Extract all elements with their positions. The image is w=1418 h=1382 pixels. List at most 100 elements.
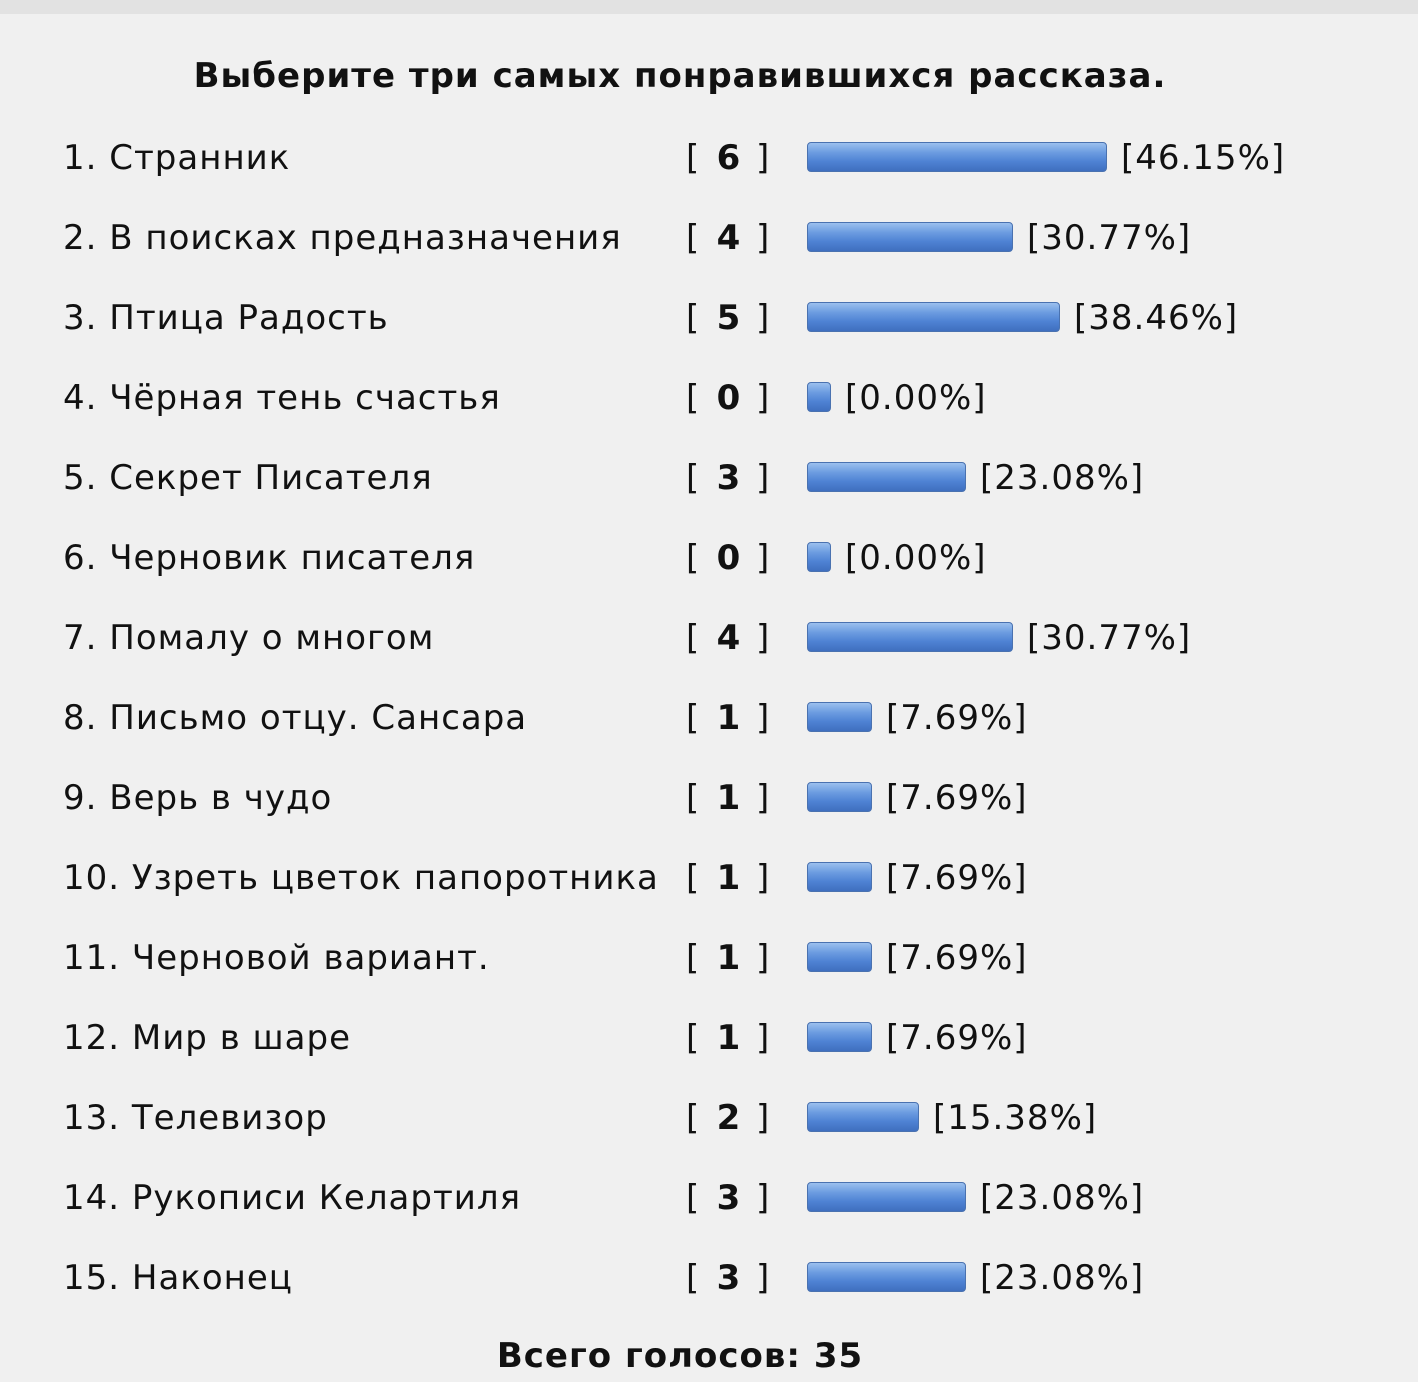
result-bar — [807, 1022, 872, 1052]
result-bar — [807, 542, 831, 572]
bracket: ] — [756, 858, 771, 898]
option-label: 6. Черновик писателя — [63, 538, 476, 578]
bracket: [ — [686, 138, 701, 178]
bracket: ] — [756, 1018, 771, 1058]
percent-label: [7.69%] — [885, 1018, 1028, 1058]
poll-option: 12. Мир в шаре [1] [7.69%] — [0, 1013, 1418, 1063]
vote-count: 1 — [716, 858, 742, 898]
bracket: ] — [756, 218, 771, 258]
poll-option: 10. Узреть цветок папоротника [1] [7.69%] — [0, 853, 1418, 903]
result-bar — [807, 942, 872, 972]
vote-count: 4 — [716, 618, 742, 658]
option-label: 4. Чёрная тень счастья — [63, 378, 501, 418]
vote-count: 3 — [716, 458, 742, 498]
bracket: [ — [686, 378, 701, 418]
option-label: 12. Мир в шаре — [63, 1018, 351, 1058]
bracket: [ — [686, 1018, 701, 1058]
poll-option: 8. Письмо отцу. Сансара [1] [7.69%] — [0, 693, 1418, 743]
poll-option: 14. Рукописи Келартиля [3] [23.08%] — [0, 1173, 1418, 1223]
bracket: ] — [756, 1098, 771, 1138]
poll-option: 1. Странник [6] [46.15%] — [0, 133, 1418, 183]
option-label: 11. Черновой вариант. — [63, 938, 490, 978]
result-bar — [807, 302, 1060, 332]
poll-title: Выберите три самых понравившихся рассказ… — [193, 56, 1167, 96]
bracket: ] — [756, 378, 771, 418]
percent-label: [38.46%] — [1073, 298, 1239, 338]
poll-option: 4. Чёрная тень счастья [0] [0.00%] — [0, 373, 1418, 423]
percent-label: [23.08%] — [980, 1178, 1145, 1218]
bracket: ] — [756, 458, 771, 498]
bracket: [ — [686, 1098, 701, 1138]
bracket: [ — [686, 618, 701, 658]
vote-count: 4 — [716, 218, 742, 258]
percent-label: [7.69%] — [885, 778, 1028, 818]
result-bar — [807, 702, 872, 732]
total-votes: Всего голосов: 35 — [0, 1336, 1360, 1376]
bracket: ] — [756, 138, 771, 178]
top-strip — [0, 0, 1418, 14]
bracket: [ — [686, 698, 701, 738]
option-label: 15. Наконец — [63, 1258, 293, 1298]
percent-label: [23.08%] — [980, 458, 1145, 498]
option-label: 14. Рукописи Келартиля — [63, 1178, 522, 1218]
result-bar — [807, 782, 872, 812]
total-label: Всего голосов: — [496, 1336, 801, 1376]
vote-count: 5 — [716, 298, 742, 338]
bracket: ] — [756, 538, 771, 578]
poll-option: 6. Черновик писателя [0] [0.00%] — [0, 533, 1418, 583]
percent-label: [15.38%] — [932, 1098, 1098, 1138]
option-label: 13. Телевизор — [63, 1098, 328, 1138]
result-bar — [807, 142, 1107, 172]
bracket: [ — [686, 778, 701, 818]
vote-count: 0 — [716, 378, 742, 418]
vote-count: 1 — [716, 938, 742, 978]
bracket: ] — [756, 938, 771, 978]
vote-count: 3 — [716, 1258, 742, 1298]
percent-label: [0.00%] — [845, 378, 987, 418]
option-label: 7. Помалу о многом — [63, 618, 435, 658]
poll-option: 2. В поисках предназначения [4] [30.77%] — [0, 213, 1418, 263]
bracket: [ — [686, 938, 701, 978]
bracket: ] — [756, 778, 771, 818]
result-bar — [807, 1262, 967, 1292]
percent-label: [23.08%] — [980, 1258, 1145, 1298]
option-label: 9. Верь в чудо — [63, 778, 333, 818]
bracket: [ — [686, 1258, 701, 1298]
percent-label: [7.69%] — [885, 698, 1028, 738]
vote-count: 0 — [716, 538, 742, 578]
bracket: ] — [756, 298, 771, 338]
percent-label: [30.77%] — [1027, 618, 1192, 658]
bracket: [ — [686, 218, 701, 258]
option-label: 10. Узреть цветок папоротника — [63, 858, 659, 898]
result-bar — [807, 1102, 919, 1132]
result-bar — [807, 1182, 967, 1212]
result-bar — [807, 862, 872, 892]
bracket: [ — [686, 538, 701, 578]
result-bar — [807, 622, 1013, 652]
poll-option: 11. Черновой вариант. [1] [7.69%] — [0, 933, 1418, 983]
percent-label: [0.00%] — [845, 538, 987, 578]
bracket: ] — [756, 698, 771, 738]
option-label: 5. Секрет Писателя — [63, 458, 433, 498]
poll-option: 3. Птица Радость [5] [38.46%] — [0, 293, 1418, 343]
bracket: [ — [686, 858, 701, 898]
result-bar — [807, 382, 831, 412]
percent-label: [7.69%] — [885, 858, 1028, 898]
vote-count: 6 — [716, 138, 742, 178]
percent-label: [30.77%] — [1027, 218, 1192, 258]
bracket: ] — [756, 1178, 771, 1218]
option-label: 3. Птица Радость — [63, 298, 389, 338]
poll-option: 13. Телевизор [2] [15.38%] — [0, 1093, 1418, 1143]
option-label: 1. Странник — [63, 138, 291, 178]
vote-count: 2 — [716, 1098, 742, 1138]
percent-label: [46.15%] — [1120, 138, 1286, 178]
poll-option: 15. Наконец [3] [23.08%] — [0, 1253, 1418, 1303]
poll-option: 7. Помалу о многом [4] [30.77%] — [0, 613, 1418, 663]
vote-count: 1 — [716, 1018, 742, 1058]
percent-label: [7.69%] — [885, 938, 1028, 978]
option-label: 2. В поисках предназначения — [63, 218, 622, 258]
total-count: 35 — [813, 1336, 864, 1376]
bracket: [ — [686, 458, 701, 498]
